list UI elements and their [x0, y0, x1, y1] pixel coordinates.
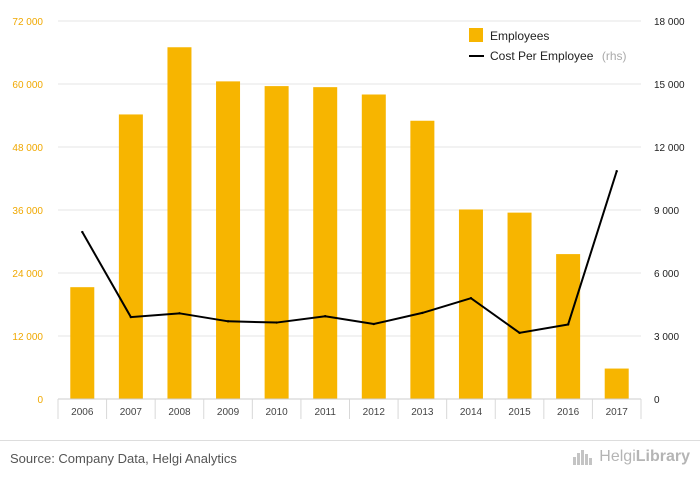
bar-employees — [410, 120, 435, 399]
x-tick-label: 2016 — [557, 407, 580, 418]
y-left-tick-label: 0 — [37, 395, 43, 406]
y-left-tick-label: 60 000 — [12, 80, 43, 91]
y-left-tick-label: 12 000 — [12, 332, 43, 343]
point-cost-per-employee — [615, 169, 618, 173]
source-note: Source: Company Data, Helgi Analytics — [10, 451, 237, 466]
y-right-tick-label: 15 000 — [654, 80, 685, 91]
point-cost-per-employee — [129, 315, 133, 319]
legend-label-cost-suffix: (rhs) — [602, 49, 627, 63]
x-tick-label: 2013 — [411, 407, 434, 418]
helgi-library-logo: HelgiLibrary — [573, 448, 690, 466]
x-tick-label: 2009 — [217, 407, 240, 418]
x-tick-label: 2008 — [168, 407, 191, 418]
logo-text: HelgiLibrary — [599, 448, 690, 465]
y-left-tick-label: 48 000 — [12, 143, 43, 154]
point-cost-per-employee — [226, 320, 230, 323]
legend-label-employees: Employees — [490, 29, 549, 43]
x-tick-label: 2007 — [120, 407, 143, 418]
y-left-tick-label: 72 000 — [12, 17, 43, 28]
x-tick-label: 2011 — [314, 407, 336, 418]
x-tick-label: 2015 — [508, 407, 531, 418]
point-cost-per-employee — [518, 331, 521, 335]
bar-employees — [167, 47, 192, 399]
x-tick-label: 2012 — [363, 407, 386, 418]
y-right-tick-label: 0 — [654, 395, 660, 406]
y-right-tick-label: 6 000 — [654, 269, 679, 280]
bar-employees — [313, 87, 338, 400]
legend-label-cost: Cost Per Employee (rhs) — [490, 47, 627, 64]
y-right-tick-label: 18 000 — [654, 17, 685, 28]
line-cost-per-employee — [81, 170, 618, 334]
bar-employees — [216, 81, 241, 399]
point-cost-per-employee — [421, 311, 424, 315]
point-cost-per-employee — [324, 315, 327, 318]
bar-employees — [264, 86, 289, 399]
x-tick-label: 2014 — [460, 407, 483, 418]
y-right-tick-label: 9 000 — [654, 206, 679, 217]
point-cost-per-employee — [275, 321, 278, 324]
bar-employees — [507, 212, 532, 399]
point-cost-per-employee — [372, 322, 375, 326]
y-right-tick-label: 3 000 — [654, 332, 679, 343]
footer-divider — [0, 440, 700, 441]
city-skyline-icon — [573, 450, 593, 465]
bar-employees — [118, 114, 143, 399]
bar-employees — [604, 368, 629, 399]
chart-svg: 0 0 12 000 3 000 24 000 6 000 36 000 9 000 48 00… — [12, 17, 685, 419]
legend-swatch-employees — [469, 28, 483, 42]
x-tick-label: 2006 — [71, 407, 94, 418]
legend-label-cost-name: Cost Per Employee — [490, 49, 594, 63]
point-cost-per-employee — [469, 297, 473, 300]
y-left-tick-label: 36 000 — [12, 206, 43, 217]
point-cost-per-employee — [566, 323, 570, 326]
bar-employees — [361, 94, 386, 399]
x-tick-label: 2010 — [266, 407, 289, 418]
point-cost-per-employee — [81, 230, 84, 234]
x-tick-label: 2017 — [606, 407, 629, 418]
bar-employees — [70, 287, 95, 399]
point-cost-per-employee — [178, 312, 181, 315]
y-left-tick-label: 24 000 — [12, 269, 43, 280]
y-right-tick-label: 12 000 — [654, 143, 685, 154]
